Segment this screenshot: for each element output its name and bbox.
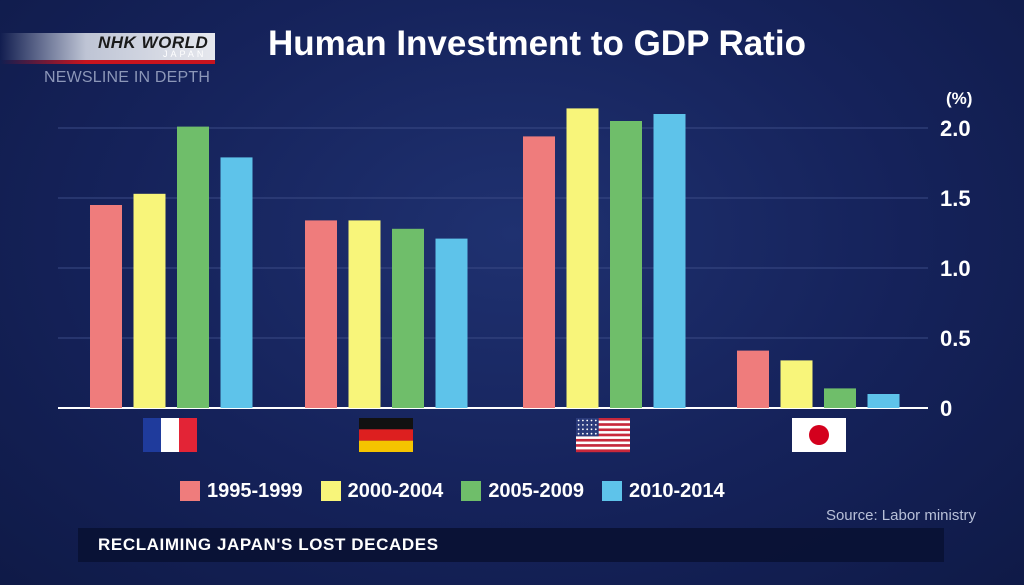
bar-japan-1995-1999: [737, 350, 769, 408]
logo-banner: [0, 33, 215, 60]
bar-japan-2010-2014: [867, 394, 900, 408]
legend-item: 2000-2004: [320, 479, 444, 503]
flag-france-icon: [143, 418, 197, 452]
y-tick-label: 0: [940, 396, 952, 421]
bar-united-states-2000-2004: [566, 108, 599, 409]
bar-germany-2005-2009: [392, 228, 424, 408]
y-tick-label: 1.5: [940, 186, 971, 211]
legend-swatch: [461, 481, 482, 501]
chart-legend: 1995-1999 2000-2004 2005-2009 2010-2014: [180, 479, 725, 503]
bar-germany-2000-2004: [348, 220, 381, 408]
program-name: NEWSLINE IN DEPTH: [44, 69, 211, 86]
legend-label: 2010-2014: [628, 479, 725, 502]
bar-japan-2000-2004: [780, 360, 813, 408]
bar-japan-2005-2009: [824, 388, 856, 408]
bar-united-states-2010-2014: [653, 114, 686, 408]
y-tick-label: 1.0: [940, 256, 971, 281]
legend-item: 2010-2014: [601, 479, 725, 503]
logo-underline: [0, 60, 215, 64]
bar-france-2005-2009: [177, 126, 209, 408]
y-axis-unit-label: (%): [946, 89, 972, 108]
legend-label: 1995-1999: [207, 479, 303, 502]
bar-germany-2010-2014: [435, 238, 468, 408]
legend-swatch: [601, 481, 622, 501]
logo-sub-label: JAPAN: [163, 49, 207, 59]
bar-france-2010-2014: [220, 157, 253, 408]
flag-usa-icon: [576, 418, 630, 453]
legend-swatch: [320, 481, 341, 501]
legend-item: 1995-1999: [180, 480, 303, 503]
banner-text: RECLAIMING JAPAN'S LOST DECADES: [98, 535, 439, 554]
flag-germany-icon: [359, 418, 413, 452]
legend-label: 2000-2004: [347, 479, 444, 502]
bar-germany-1995-1999: [305, 220, 337, 408]
legend-swatch: [180, 481, 200, 501]
legend-item: 2005-2009: [461, 480, 584, 503]
legend-label: 2005-2009: [488, 479, 584, 502]
flag-japan-icon: [792, 418, 846, 452]
y-tick-label: 0.5: [940, 326, 971, 351]
chart-title: Human Investment to GDP Ratio: [267, 24, 807, 63]
lower-third-banner: [78, 528, 944, 562]
bar-france-1995-1999: [90, 205, 122, 408]
source-note: Source: Labor ministry: [825, 507, 976, 524]
y-tick-label: 2.0: [940, 116, 971, 141]
bar-united-states-1995-1999: [523, 136, 555, 408]
nhk-world-logo: NHK WORLD: [98, 33, 209, 52]
bar-united-states-2005-2009: [610, 121, 642, 408]
bar-france-2000-2004: [133, 193, 166, 408]
